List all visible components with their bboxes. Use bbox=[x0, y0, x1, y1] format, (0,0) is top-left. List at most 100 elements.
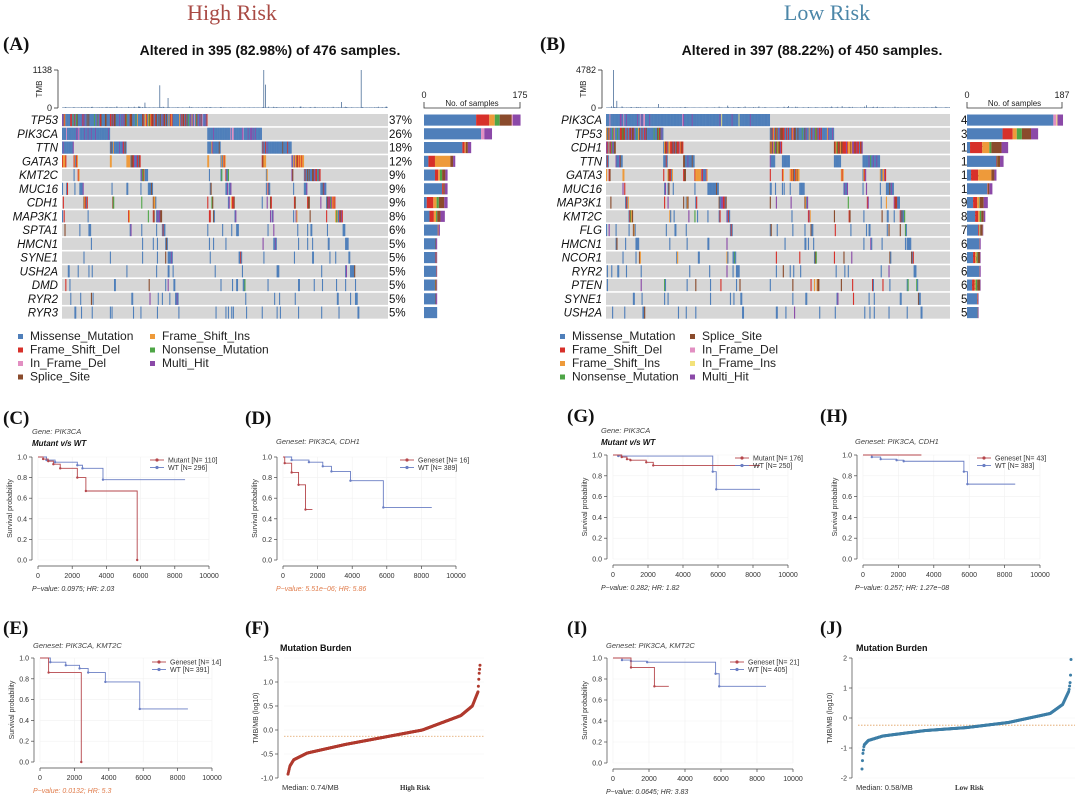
mutation-cell bbox=[311, 169, 313, 182]
mutation-cell bbox=[727, 251, 729, 264]
mutation-cell bbox=[888, 224, 890, 237]
mutation-cell bbox=[693, 114, 695, 127]
mutation-cell bbox=[64, 224, 66, 237]
mutation-cell bbox=[107, 114, 109, 127]
mutation-cell bbox=[785, 306, 787, 319]
sample-count-bar-segment bbox=[436, 197, 439, 209]
mutation-cell bbox=[843, 141, 845, 154]
mutation-cell bbox=[664, 141, 667, 154]
mutation-cell bbox=[239, 127, 241, 140]
gene-label: SPTA1 bbox=[22, 225, 58, 237]
mutation-cell bbox=[612, 141, 615, 154]
mutation-cell bbox=[141, 224, 143, 237]
mutation-cell bbox=[694, 182, 696, 195]
mutation-cell bbox=[301, 155, 303, 168]
mutation-cell bbox=[644, 306, 646, 319]
mutation-cell bbox=[639, 127, 641, 140]
mutation-cell bbox=[330, 196, 332, 209]
legend-label: Geneset [N= 14] bbox=[170, 660, 221, 667]
mutation-cell bbox=[911, 251, 913, 264]
mutation-cell bbox=[173, 279, 175, 292]
mutation-cell bbox=[79, 224, 81, 237]
mutation-cell bbox=[606, 114, 608, 127]
mutation-cell bbox=[718, 114, 720, 127]
mutation-cell bbox=[807, 127, 810, 140]
mutation-cell bbox=[824, 127, 826, 140]
y-tick-label: 1.5 bbox=[263, 656, 273, 663]
p-value: P−value: 0.0132; HR: 5.3 bbox=[33, 788, 112, 795]
legend-swatch bbox=[690, 374, 695, 380]
mutation-cell bbox=[261, 196, 263, 209]
mutation-cell bbox=[325, 182, 327, 195]
mutation-cell bbox=[77, 114, 79, 127]
censor-mark bbox=[290, 471, 293, 474]
sample-count-bar-segment bbox=[997, 155, 998, 167]
mutation-cell bbox=[673, 114, 675, 127]
y-tick-label: 0.4 bbox=[592, 719, 602, 726]
gene-label: GATA3 bbox=[566, 170, 603, 182]
survival-curve bbox=[283, 456, 432, 508]
mutation-cell bbox=[222, 224, 224, 237]
mutation-cell bbox=[746, 114, 748, 127]
sample-count-bar-segment bbox=[439, 169, 443, 181]
mutation-cell bbox=[238, 251, 240, 264]
mutation-cell bbox=[606, 114, 608, 127]
gene-label: DMD bbox=[32, 280, 58, 292]
mutation-cell bbox=[810, 127, 812, 140]
mutation-cell bbox=[217, 127, 219, 140]
mutation-cell bbox=[868, 292, 870, 305]
mutation-cell bbox=[311, 224, 313, 237]
mutation-cell bbox=[220, 279, 222, 292]
mutation-cell bbox=[213, 141, 215, 154]
mutation-cell bbox=[132, 292, 134, 305]
mutation-cell bbox=[913, 265, 915, 278]
mutation-cell bbox=[295, 210, 297, 223]
mutation-cell bbox=[906, 237, 908, 250]
mutation-cell bbox=[658, 114, 660, 127]
mutation-cell bbox=[879, 182, 881, 195]
x-tick-label: 4000 bbox=[677, 776, 693, 783]
mutation-cell bbox=[816, 127, 818, 140]
y-tick-label: 0.6 bbox=[19, 697, 29, 704]
mutation-cell bbox=[749, 114, 751, 127]
mutation-cell bbox=[345, 237, 347, 250]
mutation-cell bbox=[672, 114, 674, 127]
mutation-cell bbox=[769, 141, 771, 154]
mutation-cell bbox=[79, 127, 81, 140]
oncoplot-title: Altered in 397 (88.22%) of 450 samples. bbox=[682, 42, 943, 58]
sample-count-bar-segment bbox=[978, 210, 980, 222]
mutation-cell bbox=[218, 141, 220, 154]
mutation-cell bbox=[75, 155, 77, 168]
gene-label: TTN bbox=[580, 156, 603, 168]
sample-count-bar-segment bbox=[987, 183, 988, 195]
mutation-cell bbox=[84, 114, 86, 127]
legend-marker bbox=[157, 667, 161, 672]
mutation-cell bbox=[89, 127, 91, 140]
mutation-cell bbox=[70, 127, 72, 140]
mutation-cell bbox=[350, 292, 352, 305]
mutation-cell bbox=[807, 237, 810, 250]
mutation-cell bbox=[63, 155, 65, 168]
mutation-cell bbox=[152, 210, 154, 223]
mutation-cell bbox=[213, 141, 215, 154]
mutation-cell bbox=[716, 182, 718, 195]
mutation-cell bbox=[740, 114, 742, 127]
mutation-cell bbox=[851, 141, 853, 154]
gene-percent: 9% bbox=[389, 184, 406, 196]
mutation-cell bbox=[748, 114, 750, 127]
mutation-cell bbox=[211, 141, 213, 154]
legend-label: Geneset [N= 16] bbox=[418, 458, 469, 465]
mutation-cell bbox=[307, 169, 310, 182]
sample-count-bar-segment bbox=[989, 142, 992, 154]
censor-mark bbox=[629, 666, 633, 669]
mutation-cell bbox=[712, 182, 714, 195]
y-tick-label: 0.0 bbox=[263, 728, 273, 735]
mutation-cell bbox=[71, 141, 73, 154]
mutation-cell bbox=[147, 182, 149, 195]
mutation-cell bbox=[269, 196, 272, 209]
legend-swatch bbox=[690, 361, 695, 366]
mutation-cell bbox=[72, 114, 74, 127]
mutation-cell bbox=[839, 155, 841, 168]
legend-swatch bbox=[150, 361, 155, 366]
mutation-cell bbox=[700, 169, 702, 182]
